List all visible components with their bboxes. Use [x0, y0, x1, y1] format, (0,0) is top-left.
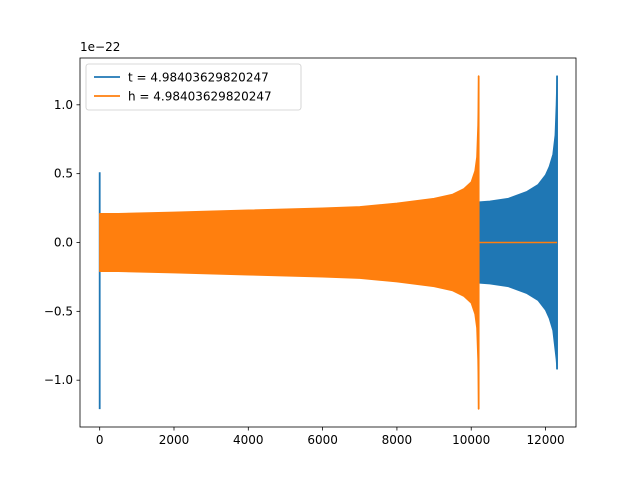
legend: t = 4.98403629820247 h = 4.98403629820247 — [85, 63, 302, 111]
x-tick-label: 10000 — [452, 433, 490, 447]
y-tick-label: −1.0 — [44, 373, 73, 387]
y-tick-label: 0.5 — [54, 167, 73, 181]
y-offset-label: 1e−22 — [80, 40, 120, 54]
series-1 — [99, 75, 558, 410]
y-axis: −1.0 −0.5 0.0 0.5 1.0 — [44, 98, 80, 387]
y-tick-label: 1.0 — [54, 98, 73, 112]
x-tick-label: 12000 — [526, 433, 564, 447]
series-layer — [98, 75, 558, 410]
x-tick-label: 0 — [96, 433, 104, 447]
y-tick-label: −0.5 — [44, 304, 73, 318]
x-tick-label: 2000 — [159, 433, 190, 447]
legend-entry-label: t = 4.98403629820247 — [128, 71, 269, 85]
legend-box — [85, 63, 302, 111]
x-tick-label: 4000 — [233, 433, 264, 447]
x-tick-label: 8000 — [382, 433, 413, 447]
x-tick-label: 6000 — [307, 433, 338, 447]
legend-entry-label: h = 4.98403629820247 — [128, 90, 272, 104]
y-tick-label: 0.0 — [54, 236, 73, 250]
x-axis: 0 2000 4000 6000 8000 10000 12000 — [96, 427, 565, 447]
